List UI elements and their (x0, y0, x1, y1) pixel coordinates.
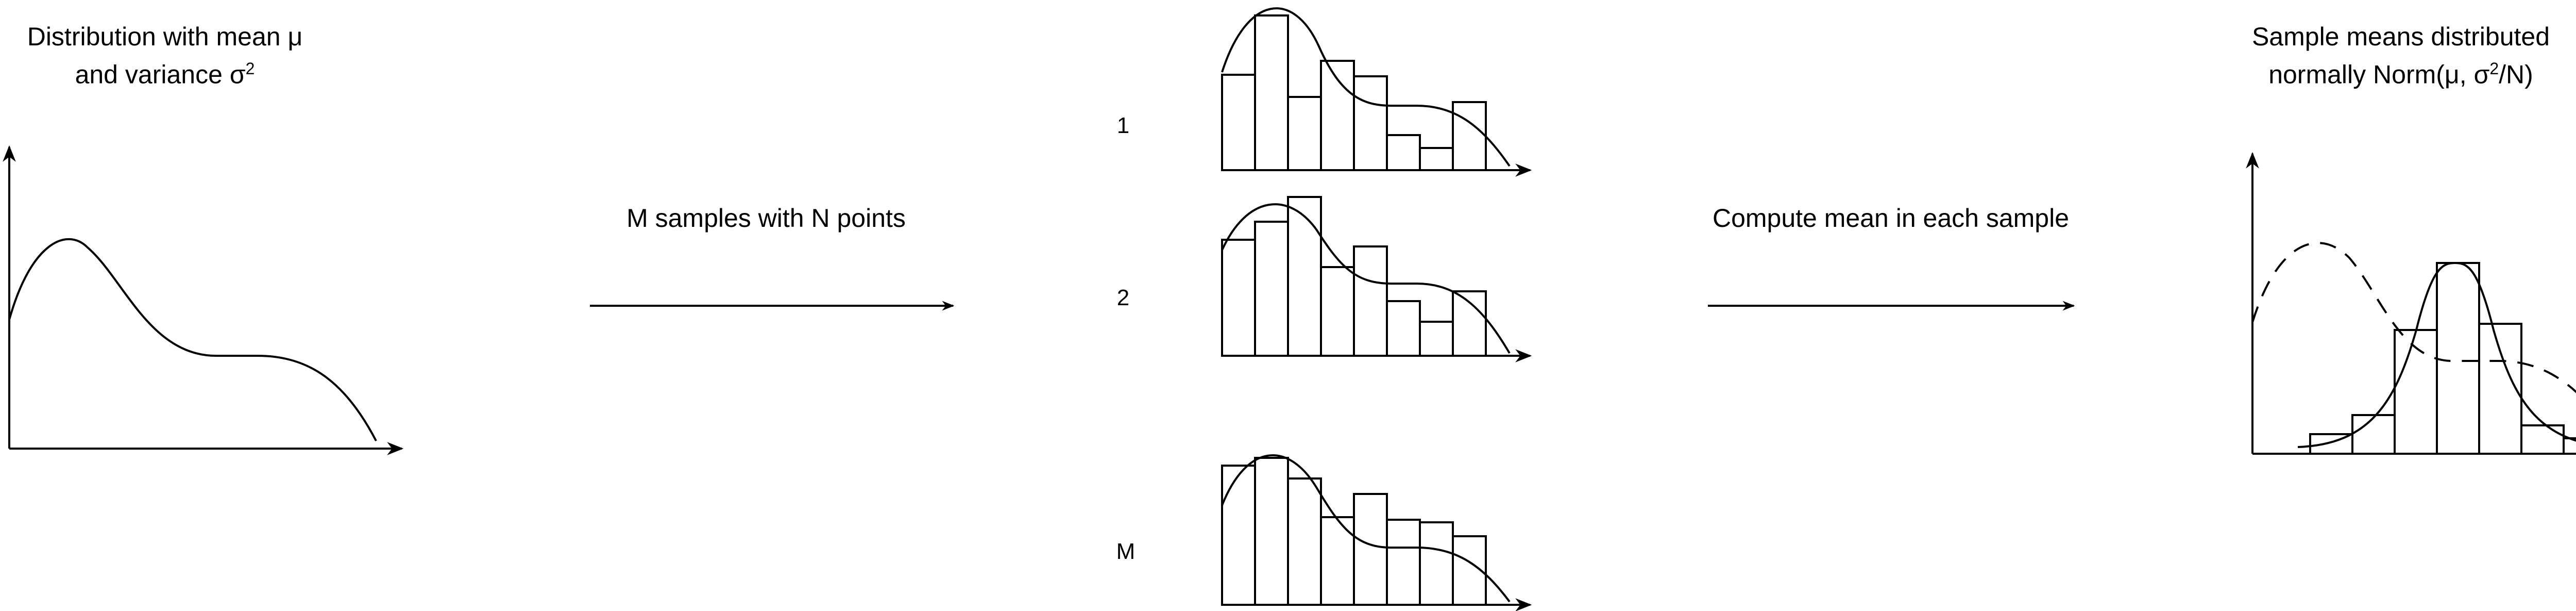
sample-m-bar (1452, 535, 1487, 606)
sample-label-2: 2 (1116, 285, 1130, 310)
sample-2-bar (1254, 221, 1289, 357)
sample-1-bar (1419, 147, 1454, 171)
sample-2-bar (1419, 321, 1454, 357)
sample-1-bar (1254, 14, 1289, 171)
sample-1-bar (1221, 74, 1256, 171)
sample-2-bar (1320, 266, 1355, 357)
sample-m-bar (1386, 519, 1421, 606)
sample-2-bar (1353, 245, 1388, 357)
sample-label-m: M (1116, 539, 1136, 564)
source-density-curve (8, 238, 377, 441)
means-bar (2478, 323, 2522, 455)
means-bar (2520, 424, 2565, 455)
samples-arrow-label: M samples with N points (626, 204, 906, 233)
sample-m-bar (1419, 521, 1454, 606)
sample-label-1: 1 (1116, 113, 1130, 138)
sample-m-bar (1320, 516, 1355, 606)
source-distribution-plot (3, 145, 404, 455)
sample-2-curve (1221, 203, 1511, 354)
source-title-line2: and variance σ2 (75, 59, 255, 89)
sample-1-bar (1452, 101, 1487, 171)
sample-m-bar (1221, 465, 1256, 606)
sample-m-bar (1287, 477, 1322, 606)
sample-1-curve (1221, 7, 1511, 167)
sample-2-bar (1452, 290, 1487, 357)
sample-1-bar (1320, 60, 1355, 171)
sample-means-plot (2246, 152, 2576, 455)
source-density-dashed (2251, 242, 2576, 393)
sample-1-bar (1287, 96, 1322, 171)
sample-histogram-1 (1221, 7, 1532, 177)
sample-m-curve (1221, 454, 1511, 603)
sample-1-bar (1353, 75, 1388, 171)
sample-histogram-2 (1221, 196, 1532, 362)
sample-histogram-m (1221, 454, 1532, 611)
source-title: Distribution with mean μ and variance σ2 (27, 21, 303, 91)
sample-1-bar (1386, 134, 1421, 171)
means-bar (2351, 414, 2396, 455)
result-title: Sample means distributed normally Norm(μ… (2252, 21, 2550, 91)
sample-2-bar (1386, 300, 1421, 357)
means-bar (2436, 262, 2480, 455)
compute-arrow-label: Compute mean in each sample (1712, 204, 2070, 233)
result-title-line2: normally Norm(μ, σ2/N) (2268, 59, 2533, 89)
sample-m-bar (1353, 493, 1388, 606)
sample-m-bar (1254, 457, 1289, 606)
sample-2-bar (1221, 239, 1256, 357)
normal-fit-curve (2297, 261, 2576, 448)
means-bar (2563, 437, 2576, 455)
source-title-line1: Distribution with mean μ (27, 22, 303, 51)
result-title-line1: Sample means distributed (2251, 22, 2550, 51)
sample-2-bar (1287, 196, 1322, 357)
